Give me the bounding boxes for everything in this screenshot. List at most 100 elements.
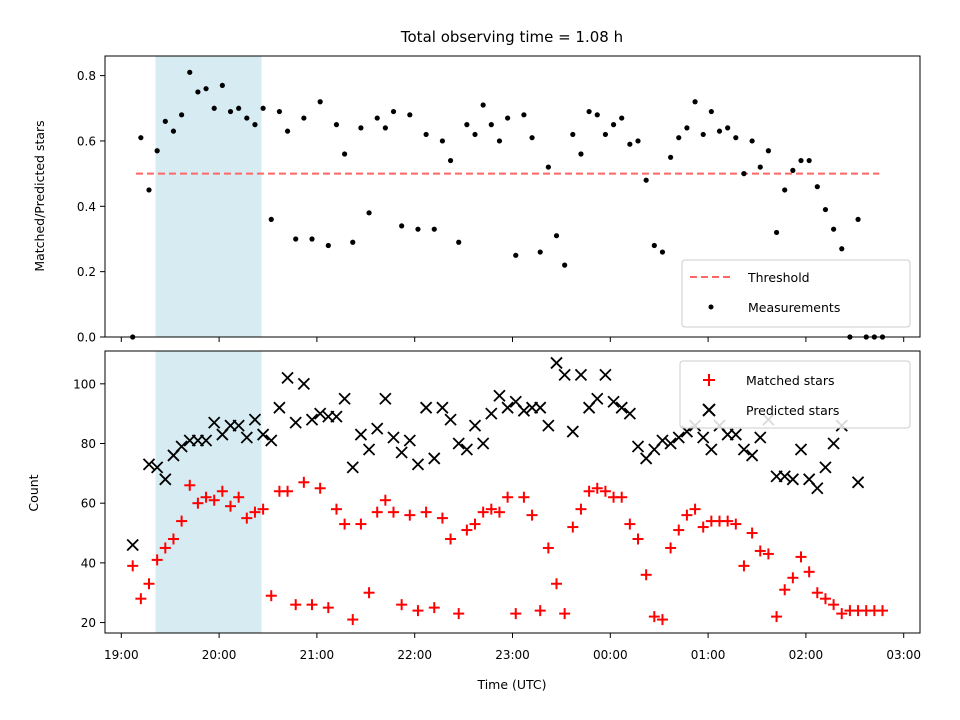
predicted-star-point (745, 449, 759, 462)
matched-star-point (828, 599, 840, 611)
predicted-star-point (346, 461, 359, 474)
measurement-point (488, 122, 494, 128)
measurement-point (227, 108, 234, 115)
matched-star-point (322, 602, 334, 614)
predicted-star-point (159, 473, 172, 486)
measurement-point (496, 138, 503, 144)
x-tick-label: 03:00 (886, 648, 921, 662)
measurements-series (130, 69, 886, 340)
predicted-star-point (794, 443, 808, 456)
measurement-point (505, 115, 511, 121)
matched-star-point (754, 545, 766, 557)
x-tick-label: 23:00 (495, 648, 530, 662)
measurement-point (610, 122, 617, 128)
measurement-point (325, 242, 331, 249)
legend-matched-label: Matched stars (746, 373, 834, 388)
measurement-point (203, 86, 209, 92)
matched-star-point (665, 542, 677, 554)
predicted-star-point (468, 419, 482, 432)
measurement-point (407, 112, 413, 118)
matched-star-point (371, 506, 383, 518)
matched-star-point (404, 509, 416, 521)
matched-star-point (632, 533, 644, 545)
measurement-point (390, 108, 397, 115)
measurement-point (431, 226, 437, 232)
predicted-star-point (558, 368, 571, 382)
predicted-star-point (599, 368, 612, 382)
measurement-point (684, 125, 690, 131)
measurement-point (456, 239, 462, 245)
measurement-point (342, 151, 348, 157)
measurement-point (855, 216, 861, 222)
predicted-star-point (501, 401, 514, 414)
measurement-point (831, 226, 837, 232)
legend-predicted-label: Predicted stars (746, 403, 839, 418)
predicted-star-point (631, 440, 645, 453)
measurement-point (790, 167, 796, 173)
matched-stars-series (127, 476, 889, 626)
matched-star-point (282, 485, 294, 497)
predicted-star-point (729, 428, 742, 441)
measurement-point (668, 154, 674, 160)
matched-star-point (290, 599, 302, 611)
matched-star-point (518, 491, 530, 503)
measurement-point (594, 112, 600, 118)
top-legend: Threshold Measurements (681, 259, 911, 328)
matched-star-point (208, 494, 220, 506)
predicted-star-point (314, 407, 327, 420)
matched-star-point (771, 611, 783, 623)
matched-star-point (363, 587, 375, 599)
matched-star-point (225, 500, 237, 512)
predicted-star-point (754, 431, 767, 444)
measurement-point (301, 115, 307, 121)
matched-star-point (233, 491, 245, 503)
x-axis-ticks (120, 337, 905, 342)
y-tick-label: 80 (81, 437, 96, 451)
measurement-point (765, 148, 772, 154)
measurement-point (676, 135, 682, 141)
measurement-point (309, 236, 315, 242)
matched-star-point (542, 542, 554, 554)
matched-star-point (314, 482, 326, 494)
predicted-star-point (362, 443, 376, 456)
measurement-point (635, 138, 641, 144)
matched-star-point (616, 491, 628, 503)
legend-matched-swatch (703, 374, 715, 386)
measurement-point (529, 135, 535, 141)
measurement-point (627, 141, 633, 147)
predicted-star-point (485, 407, 498, 420)
measurement-point (268, 216, 274, 222)
y-axis-ticks: 0.0 0.2 0.4 0.6 0.8 (77, 69, 105, 345)
matched-star-point (787, 572, 799, 584)
measurement-point (252, 122, 258, 128)
measurement-point (749, 138, 755, 144)
matched-star-point (469, 518, 481, 530)
measurement-point (260, 105, 266, 111)
measurement-point (716, 128, 723, 134)
matched-star-point (216, 485, 228, 497)
matched-star-point (583, 485, 595, 497)
matched-star-point (420, 506, 432, 518)
measurement-point (138, 135, 144, 141)
matched-star-point (379, 494, 391, 506)
predicted-star-point (436, 401, 449, 414)
x-axis-label: Time (UTC) (476, 677, 546, 692)
matched-star-point (192, 497, 204, 509)
matched-star-point (241, 512, 253, 524)
measurement-point (733, 135, 739, 141)
legend-threshold-label: Threshold (747, 270, 810, 285)
measurement-point (236, 105, 242, 111)
matched-star-point (445, 533, 457, 545)
y-tick-label: 0.4 (77, 200, 96, 214)
matched-star-point (167, 533, 179, 545)
measurement-point (651, 242, 657, 249)
top-plot-frame (104, 55, 921, 338)
predicted-star-point (281, 371, 294, 384)
matched-star-point (836, 608, 848, 620)
measurement-point (154, 148, 160, 154)
predicted-star-point (811, 482, 824, 495)
measurement-point (741, 171, 747, 177)
predicted-star-point (566, 425, 579, 438)
matched-star-point (551, 578, 563, 590)
